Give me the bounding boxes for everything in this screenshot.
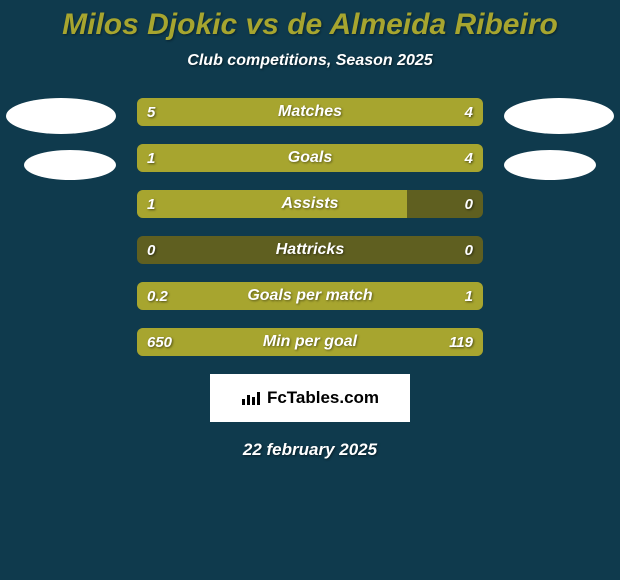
stat-bar-track <box>137 236 483 264</box>
player-left-avatar <box>6 98 116 134</box>
page-title: Milos Djokic vs de Almeida Ribeiro <box>62 8 558 42</box>
stat-bar-left-fill <box>137 190 407 218</box>
stat-bar-left-fill <box>137 328 414 356</box>
stat-value-right: 119 <box>449 328 473 356</box>
stat-value-right: 0 <box>465 236 473 264</box>
branding-text: FcTables.com <box>267 388 379 408</box>
page-subtitle: Club competitions, Season 2025 <box>187 52 432 70</box>
stat-bar-right-fill <box>206 144 483 172</box>
stat-row: 0.21Goals per match <box>137 282 483 310</box>
stat-value-left: 0 <box>147 236 155 264</box>
stat-value-left: 1 <box>147 190 155 218</box>
comparison-chart: 54Matches14Goals10Assists00Hattricks0.21… <box>0 98 620 356</box>
page-root: Milos Djokic vs de Almeida Ribeiro Club … <box>0 0 620 580</box>
stat-bar-right-fill <box>185 282 483 310</box>
stat-value-left: 0.2 <box>147 282 168 310</box>
stat-value-right: 4 <box>465 98 473 126</box>
stat-row: 00Hattricks <box>137 236 483 264</box>
stat-rows: 54Matches14Goals10Assists00Hattricks0.21… <box>137 98 483 356</box>
stat-row: 10Assists <box>137 190 483 218</box>
stat-value-left: 5 <box>147 98 155 126</box>
date-label: 22 february 2025 <box>243 440 377 460</box>
player-left-avatar-shadow <box>24 150 116 180</box>
chart-icon <box>241 390 261 406</box>
stat-value-left: 1 <box>147 144 155 172</box>
stat-row: 14Goals <box>137 144 483 172</box>
stat-value-right: 1 <box>465 282 473 310</box>
player-right-avatar <box>504 98 614 134</box>
stat-value-left: 650 <box>147 328 172 356</box>
stat-bar-left-fill <box>137 98 293 126</box>
stat-value-right: 4 <box>465 144 473 172</box>
stat-bar-right-fill <box>293 98 483 126</box>
stat-row: 650119Min per goal <box>137 328 483 356</box>
branding-badge: FcTables.com <box>210 374 410 422</box>
player-right-avatar-shadow <box>504 150 596 180</box>
stat-value-right: 0 <box>465 190 473 218</box>
stat-row: 54Matches <box>137 98 483 126</box>
